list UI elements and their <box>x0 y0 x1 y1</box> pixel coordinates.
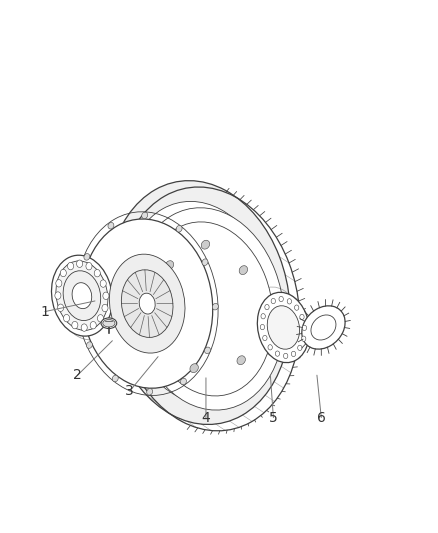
Ellipse shape <box>201 240 210 249</box>
Circle shape <box>67 262 74 270</box>
Ellipse shape <box>81 219 213 388</box>
Circle shape <box>265 304 269 310</box>
Ellipse shape <box>237 356 245 365</box>
Ellipse shape <box>239 265 247 274</box>
Ellipse shape <box>205 347 211 353</box>
Ellipse shape <box>110 254 185 353</box>
Circle shape <box>261 313 265 319</box>
Text: 1: 1 <box>40 304 49 319</box>
Ellipse shape <box>311 315 336 340</box>
Ellipse shape <box>159 324 168 332</box>
Ellipse shape <box>142 212 148 219</box>
Circle shape <box>77 260 83 268</box>
Ellipse shape <box>63 271 101 320</box>
Circle shape <box>263 335 267 341</box>
Circle shape <box>64 314 70 322</box>
Ellipse shape <box>52 255 112 336</box>
Ellipse shape <box>176 225 182 232</box>
Circle shape <box>275 351 279 356</box>
Circle shape <box>57 304 64 311</box>
Circle shape <box>90 321 96 329</box>
Circle shape <box>279 296 283 302</box>
Circle shape <box>283 353 288 359</box>
Ellipse shape <box>132 208 284 410</box>
Ellipse shape <box>149 288 198 353</box>
Circle shape <box>94 270 100 277</box>
Ellipse shape <box>202 259 208 265</box>
Circle shape <box>103 292 109 300</box>
Circle shape <box>287 298 292 304</box>
Circle shape <box>72 321 78 329</box>
Ellipse shape <box>147 389 153 395</box>
Ellipse shape <box>212 303 219 310</box>
Circle shape <box>81 324 87 332</box>
Circle shape <box>56 280 62 287</box>
Circle shape <box>294 305 299 310</box>
Circle shape <box>301 336 306 341</box>
Ellipse shape <box>86 342 92 349</box>
Ellipse shape <box>143 222 273 396</box>
Text: 5: 5 <box>269 410 278 425</box>
Ellipse shape <box>56 261 108 330</box>
Ellipse shape <box>121 270 173 337</box>
Ellipse shape <box>107 181 290 424</box>
Circle shape <box>60 269 66 277</box>
Ellipse shape <box>139 293 155 314</box>
Circle shape <box>260 325 265 330</box>
Ellipse shape <box>180 378 187 385</box>
Ellipse shape <box>112 375 118 382</box>
Ellipse shape <box>267 306 300 349</box>
Ellipse shape <box>108 222 114 229</box>
Circle shape <box>100 280 106 287</box>
Ellipse shape <box>101 318 117 328</box>
Ellipse shape <box>190 364 198 373</box>
Circle shape <box>300 314 304 320</box>
Circle shape <box>291 351 296 357</box>
Circle shape <box>271 298 276 304</box>
Ellipse shape <box>302 306 345 349</box>
Circle shape <box>98 314 103 322</box>
Ellipse shape <box>76 297 82 304</box>
Circle shape <box>268 345 272 350</box>
Circle shape <box>86 262 92 270</box>
Ellipse shape <box>258 292 310 362</box>
Ellipse shape <box>123 201 275 403</box>
Text: 4: 4 <box>201 410 210 425</box>
Circle shape <box>102 304 108 312</box>
Circle shape <box>298 345 302 351</box>
Text: 3: 3 <box>125 384 134 398</box>
Text: 2: 2 <box>73 368 82 382</box>
Text: 6: 6 <box>317 410 326 425</box>
Circle shape <box>55 292 61 299</box>
Ellipse shape <box>165 261 173 270</box>
Ellipse shape <box>84 254 90 260</box>
Circle shape <box>302 325 307 330</box>
Ellipse shape <box>72 282 92 309</box>
Ellipse shape <box>103 319 115 327</box>
